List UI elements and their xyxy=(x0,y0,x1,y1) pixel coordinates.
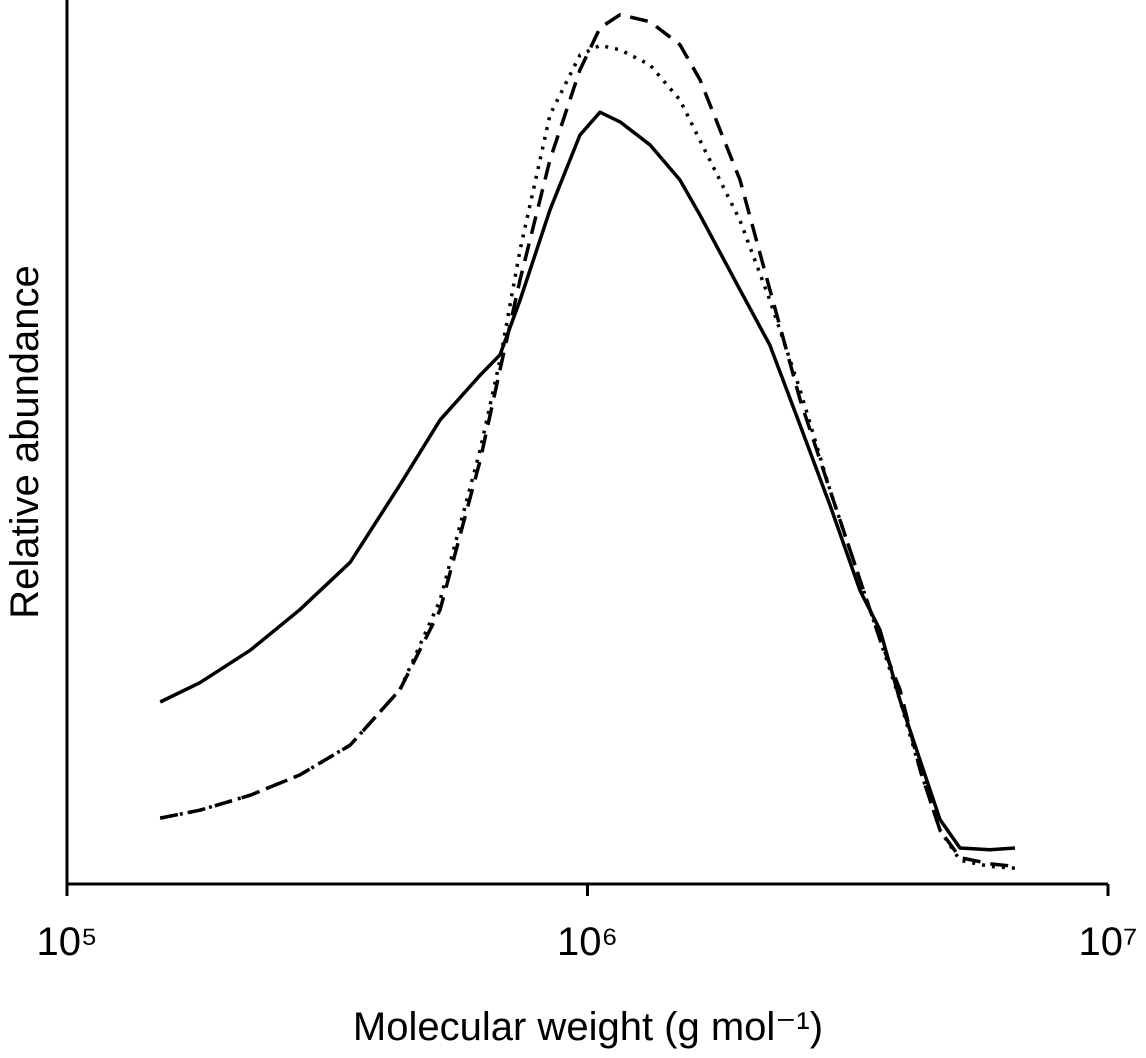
data-line xyxy=(159,12,1016,869)
x-tick-label: 10⁷ xyxy=(1079,920,1138,964)
x-axis-label: Molecular weight (g mol⁻¹) xyxy=(353,1005,823,1049)
data-line xyxy=(159,110,1016,852)
x-tick-label: 10⁵ xyxy=(36,920,97,964)
data-line xyxy=(159,43,1016,870)
x-tick-label: 10⁶ xyxy=(557,920,618,964)
y-axis-label: Relative abundance xyxy=(3,265,47,619)
